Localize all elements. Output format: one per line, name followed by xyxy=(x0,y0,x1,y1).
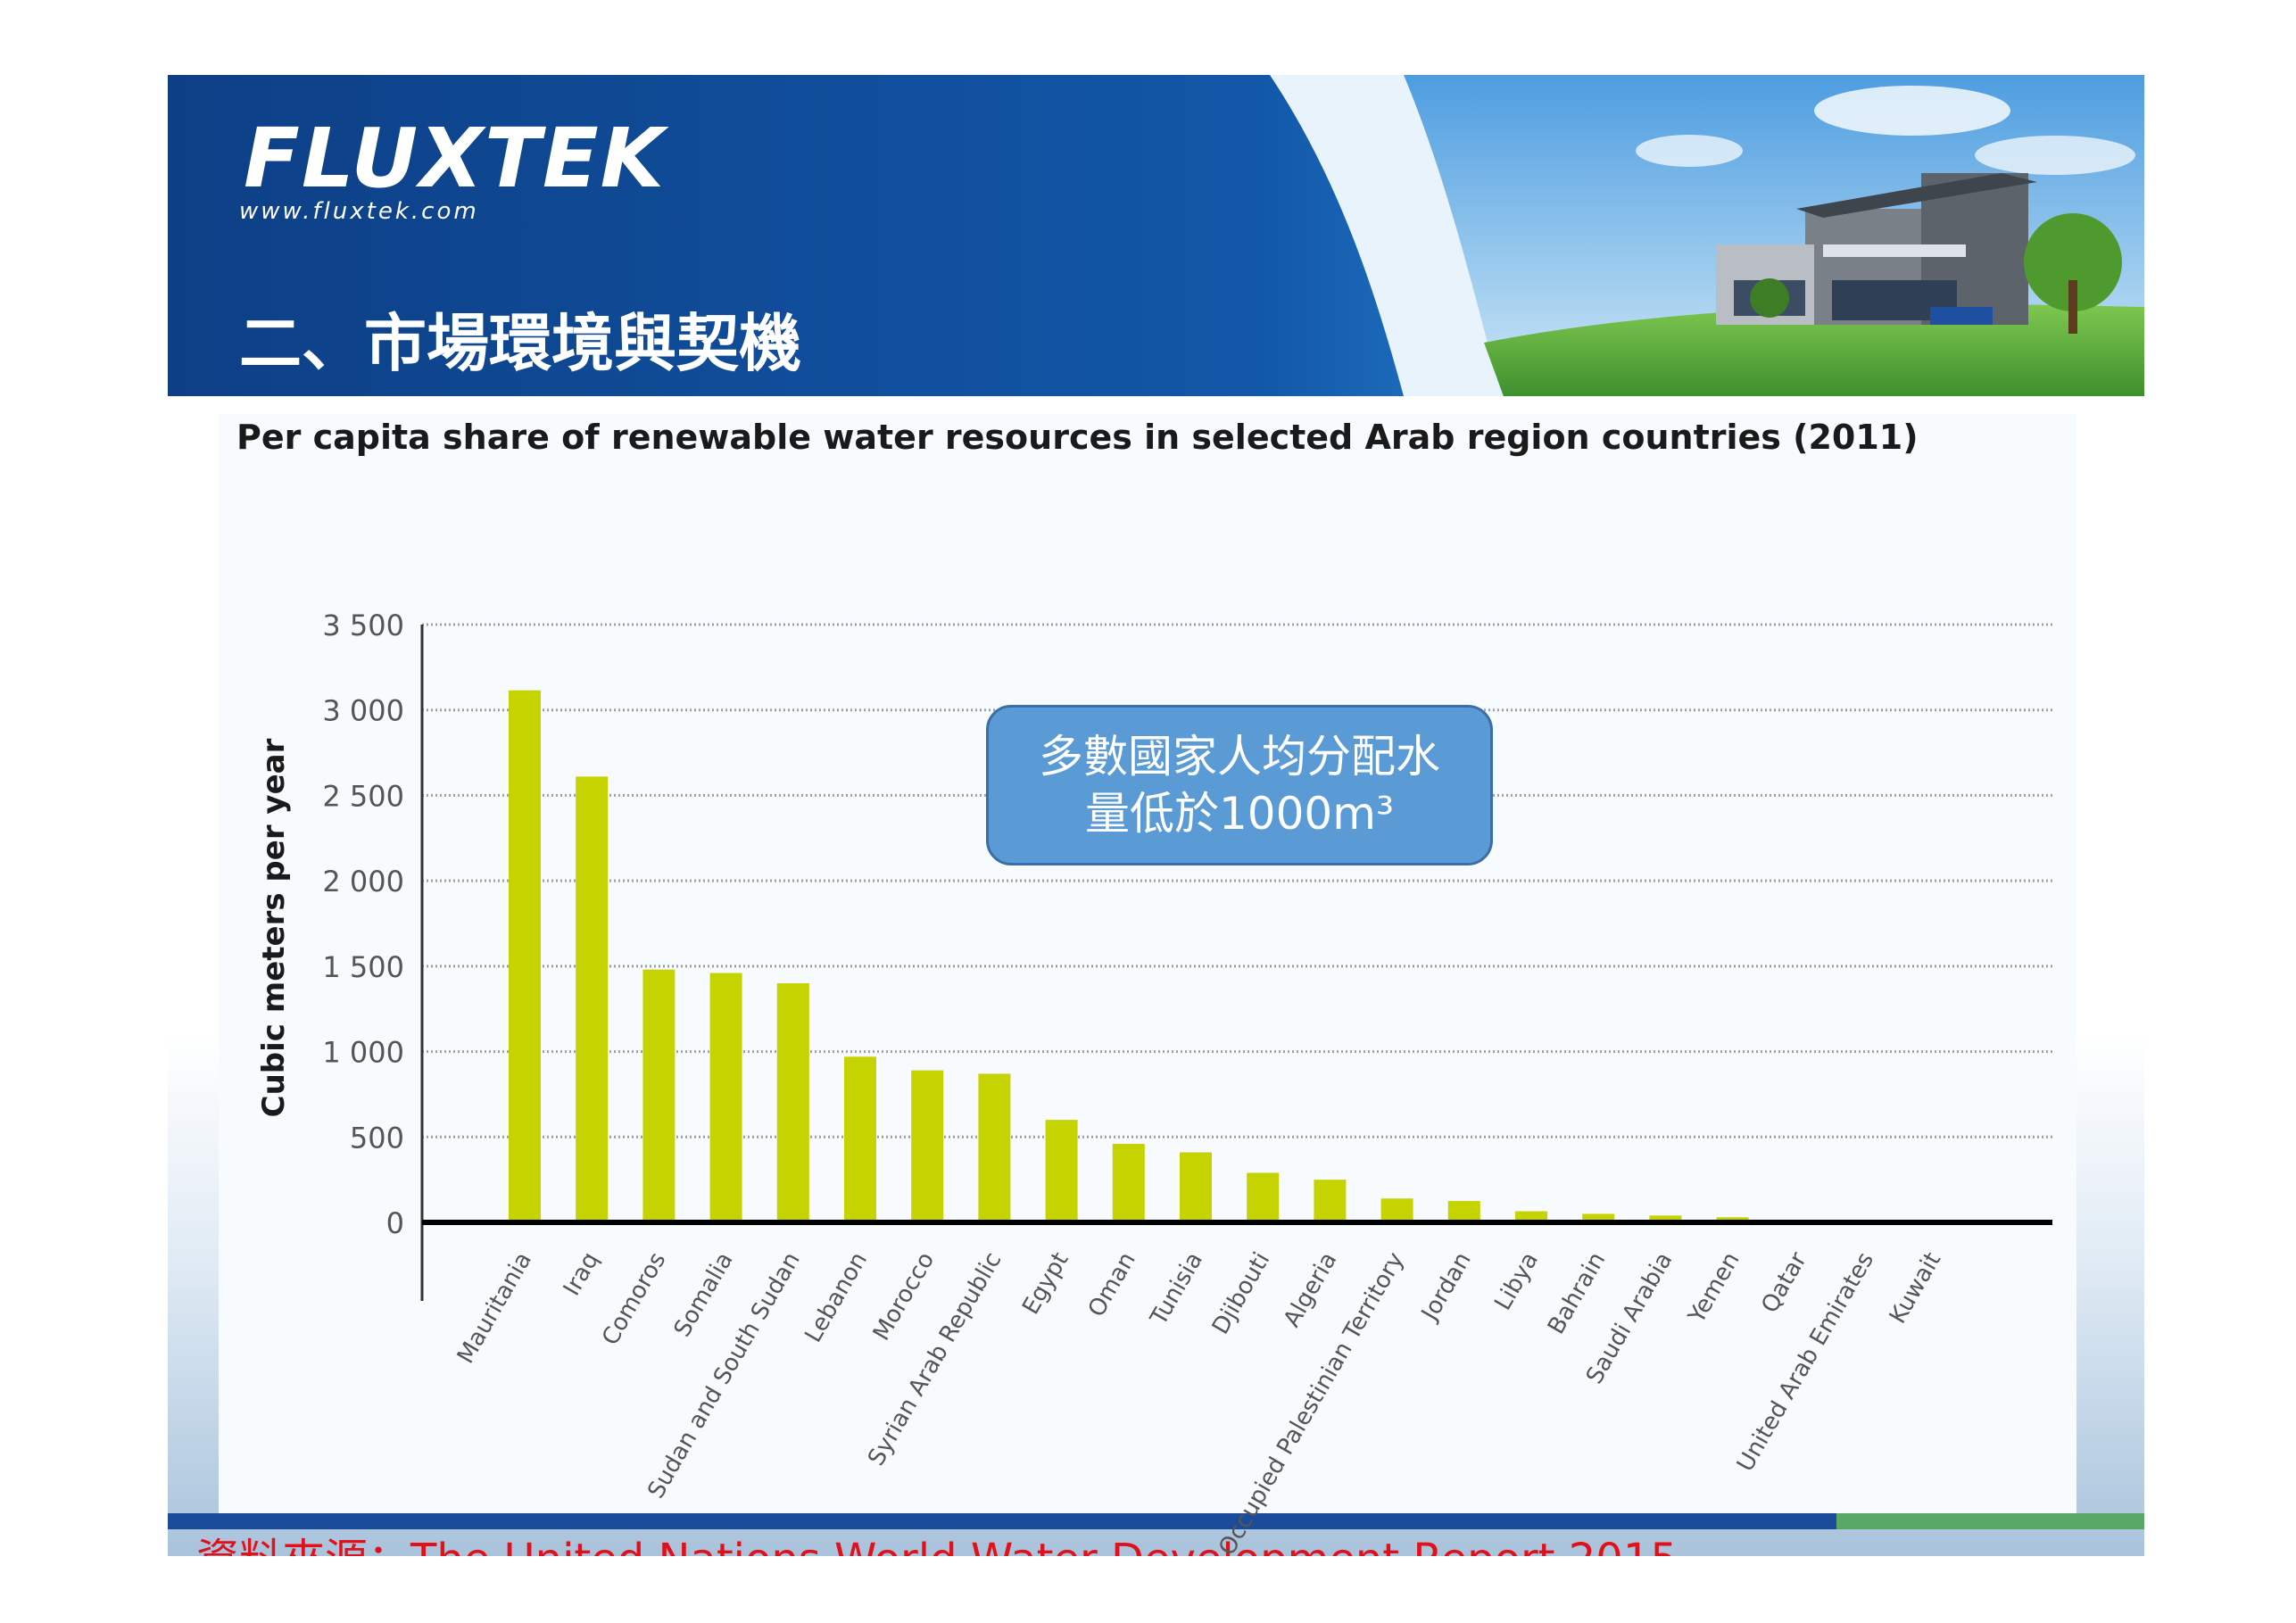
x-tick-label: Iraq xyxy=(559,1248,604,1301)
callout-line-1: 多數國家人均分配水 xyxy=(1039,731,1440,783)
bar xyxy=(709,973,742,1222)
bar xyxy=(1447,1201,1480,1222)
bar xyxy=(642,969,676,1222)
x-tick-label: Sudan and South Sudan xyxy=(642,1248,806,1503)
footer-bar xyxy=(168,1513,2144,1529)
y-tick-label: 2 000 xyxy=(322,865,404,898)
bar xyxy=(576,776,609,1222)
bar xyxy=(509,690,541,1222)
x-tick-label: Mauritania xyxy=(452,1248,537,1369)
y-tick-label: 3 500 xyxy=(322,609,404,642)
bar xyxy=(911,1070,944,1222)
x-tick-label: Egypt xyxy=(1017,1248,1073,1320)
x-tick-label: Djibouti xyxy=(1207,1248,1275,1339)
x-tick-label: Bahrain xyxy=(1543,1248,1611,1339)
bar xyxy=(776,983,809,1222)
x-tick-label: Oman xyxy=(1083,1248,1141,1322)
x-tick-label: Lebanon xyxy=(800,1248,873,1347)
x-tick-label: Kuwait xyxy=(1885,1248,1946,1329)
chart-title: Per capita share of renewable water reso… xyxy=(236,418,1919,457)
bar xyxy=(1045,1120,1078,1222)
x-tick-label: Somalia xyxy=(669,1248,739,1342)
bar xyxy=(1380,1198,1413,1222)
x-tick-label: Yemen xyxy=(1683,1248,1745,1329)
bar xyxy=(1515,1211,1547,1222)
x-tick-label: Libya xyxy=(1489,1248,1544,1315)
callout-line-2: 量低於1000m³ xyxy=(1085,788,1394,840)
x-tick-label: Morocco xyxy=(868,1248,940,1346)
bar xyxy=(978,1073,1011,1222)
y-tick-label: 0 xyxy=(386,1206,404,1240)
header-banner: FLUXTEK www.fluxtek.com 二、市場環境與契機 xyxy=(168,75,2144,396)
bar xyxy=(844,1056,876,1222)
bar xyxy=(1112,1143,1145,1222)
bar xyxy=(1180,1152,1212,1222)
x-tick-label: Syrian Arab Republic xyxy=(863,1248,1007,1471)
x-tick-label: Comoros xyxy=(597,1248,671,1350)
fluxtek-logo: FLUXTEK xyxy=(244,111,666,206)
bar xyxy=(1582,1213,1615,1222)
source-citation: 資料來源：The United Nations World Water Deve… xyxy=(196,1524,1678,1556)
y-tick-label: 3 000 xyxy=(322,694,404,728)
building-photo xyxy=(1404,75,2144,396)
footer-bar-accent xyxy=(1836,1513,2144,1529)
y-tick-label: 2 500 xyxy=(322,779,404,813)
x-tick-label: Tunisia xyxy=(1145,1248,1208,1331)
x-tick-label: Algeria xyxy=(1279,1248,1343,1332)
x-tick-label: Jordan xyxy=(1416,1248,1477,1327)
y-tick-label: 1 500 xyxy=(322,950,404,984)
slide-title: 二、市場環境與契機 xyxy=(239,307,801,380)
y-tick-label: 1 000 xyxy=(322,1036,404,1070)
bar xyxy=(1649,1215,1682,1222)
callout-box: 多數國家人均分配水 量低於1000m³ xyxy=(986,705,1493,865)
x-tick-label: Qatar xyxy=(1756,1247,1812,1318)
bar xyxy=(1247,1172,1280,1222)
x-tick-label: United Arab Emirates xyxy=(1732,1248,1879,1477)
bar xyxy=(1314,1180,1347,1222)
website-url: www.fluxtek.com xyxy=(239,198,479,225)
y-tick-label: 500 xyxy=(350,1121,404,1155)
y-axis-title: Cubic meters per year xyxy=(256,738,292,1117)
